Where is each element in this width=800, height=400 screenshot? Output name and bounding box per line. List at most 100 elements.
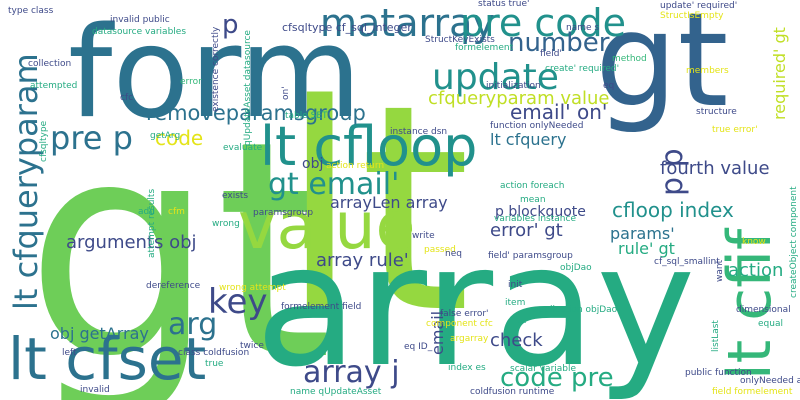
word-neq: neq — [445, 249, 462, 259]
word-members: members — [686, 66, 729, 76]
word-createobject-component: createObject component — [789, 186, 799, 298]
word-action: action — [728, 260, 784, 281]
word-dereference: dereference — [146, 281, 201, 291]
word-array-rule: array rule' — [316, 250, 409, 271]
word-on: on' — [281, 86, 291, 100]
word-wrong: wrong — [212, 219, 240, 229]
word-check: check — [490, 330, 543, 351]
word-error-gt: error' gt — [490, 220, 563, 241]
word-rule-gt: rule' gt — [618, 239, 675, 258]
word-update: update — [432, 57, 559, 98]
word-email-on: email' on' — [510, 100, 608, 124]
word-matarray: matarray — [320, 1, 495, 45]
word-code: code — [155, 126, 204, 150]
word-component-cfc: component cfc — [426, 319, 493, 329]
word-value: value — [238, 189, 416, 264]
word-qupdateasset-datasource: qUpdateAsset datasource — [243, 30, 253, 146]
word-gt-email: gt email' — [268, 167, 400, 202]
word-left: left — [62, 348, 77, 358]
word-initialization: initialization — [486, 81, 541, 91]
word-arraylen-array: arrayLen array — [330, 193, 448, 212]
word-know: know — [742, 237, 766, 247]
word-true: true — [205, 359, 224, 369]
word-fourth-value: fourth value — [660, 158, 770, 179]
word-collection: collection — [28, 59, 72, 69]
word-evaluate: evaluate — [223, 143, 263, 153]
word-onlyneeded-action: onlyNeeded action — [740, 376, 800, 386]
word-public-function: public function — [685, 368, 752, 378]
word-obj: obj — [302, 156, 324, 172]
word-class-coldfusion: class coldfusion — [178, 348, 250, 358]
word-gt: gt — [595, 0, 729, 136]
word-false-error: false error' — [440, 309, 489, 319]
word-arguments-obj: arguments obj — [66, 232, 197, 253]
word-pre-p: pre p — [50, 119, 133, 157]
word-field: field' — [540, 49, 562, 59]
word-mark: ... — [518, 316, 527, 326]
word-key: key — [208, 282, 268, 322]
word-structure: structure — [696, 107, 737, 117]
word-scalar-variable: scalar variable — [510, 364, 577, 374]
word-equal: equal — [758, 319, 783, 329]
word-item: item — [505, 298, 526, 308]
word-cfc: cfc — [120, 93, 134, 103]
word-action-return: action return — [326, 161, 385, 171]
word-dimensional: dimensional — [736, 305, 791, 315]
word-instance-dsn: instance dsn — [390, 127, 448, 137]
word-objdao: objDao — [560, 263, 592, 273]
word-required-gt: required' gt — [770, 27, 789, 120]
word-function-onlyneeded: function onlyNeeded — [490, 121, 584, 131]
word-code-pre: code pre — [500, 363, 614, 393]
word-existence-correctly: existence correctly — [211, 26, 221, 112]
word-cfloop-index: cfloop index — [612, 198, 734, 222]
word-cfsqltype: cfsqltype — [39, 120, 49, 162]
word-exists: exists — [222, 191, 249, 201]
word-lt-cfloop: lt cfloop — [260, 115, 478, 178]
word-true-error: true error' — [712, 125, 758, 135]
word-datasource-variables: datasource variables — [92, 27, 187, 37]
word-coldfusion-runtime: coldfusion runtime — [470, 387, 555, 397]
word-paramsgroup: paramsgroup — [253, 208, 314, 218]
word-number: number — [508, 28, 610, 58]
word-name-qupdateasset: name qUpdateAsset — [290, 387, 382, 397]
word-attempt-results: attempt results — [147, 188, 157, 258]
word-lt-cfquery: lt cfquery — [490, 130, 567, 149]
word-error: error — [180, 77, 202, 87]
word-argarray: argarray — [450, 334, 489, 344]
word-index-es: index es — [448, 363, 486, 373]
word-table-set: table SET — [285, 111, 328, 121]
word-method: method — [612, 54, 647, 64]
word-action-foreach: action foreach — [500, 181, 565, 191]
word-eq-id: eq ID_ — [404, 342, 433, 352]
word-formelement: formelement — [455, 43, 514, 53]
word-write: write — [412, 231, 435, 241]
word-invalid: invalid — [80, 385, 110, 395]
word-type-class: type class — [8, 6, 54, 16]
word-removeparamsgroup: removeparamsgroup — [146, 101, 366, 125]
word-formelement-field: formelement field — [281, 302, 362, 312]
word-array: array — [255, 208, 696, 400]
word-array-j: array j — [303, 355, 400, 390]
word-mean: mean — [520, 195, 546, 205]
word-lt-cfqueryparam: lt cfqueryparam — [7, 53, 45, 310]
word-invalid-public: invalid public — [110, 15, 170, 25]
word-gt: gt — [25, 77, 334, 400]
word-application-objdao: application objDao — [533, 305, 618, 315]
word-status-true: status true' — [478, 0, 530, 9]
word-p: p — [222, 10, 239, 40]
word-params: params' — [610, 224, 675, 243]
word-structisempty: StructIsEmpty — [660, 11, 724, 21]
word-cfqueryparam-value: cfqueryparam value — [428, 88, 610, 109]
word-structkeyexists: StructKeyExists — [425, 35, 495, 45]
word-want: want — [715, 259, 725, 282]
word-form: form — [68, 0, 362, 146]
word-variables-instance: variables instance — [494, 214, 576, 224]
word-attempted: attempted — [30, 81, 78, 91]
word-p-blockquote: p blockquote — [495, 204, 586, 220]
word-pre-code: pre code — [460, 1, 627, 45]
word-init: init — [508, 280, 523, 290]
word-arg: arg — [168, 307, 218, 342]
word-getarg: getArg — [150, 131, 181, 141]
word-cfm: cfm — [168, 207, 185, 217]
